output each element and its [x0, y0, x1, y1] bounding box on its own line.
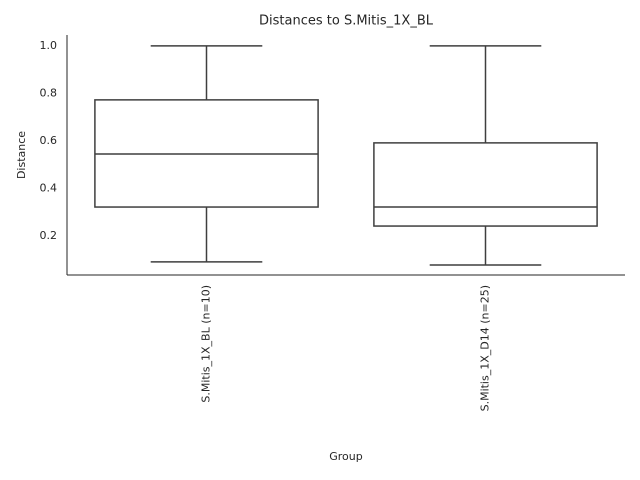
y-axis-label: Distance: [15, 131, 28, 179]
chart-title: Distances to S.Mitis_1X_BL: [259, 14, 434, 29]
y-tick-label: 0.4: [40, 182, 58, 195]
x-axis-label: Group: [329, 450, 363, 463]
box: [373, 142, 598, 227]
y-tick-label: 1.0: [40, 39, 58, 52]
y-tick-label: 0.2: [40, 229, 58, 242]
x-tick-label: S.Mitis_1X_D14 (n=25): [479, 285, 492, 411]
y-tick-label: 0.6: [40, 134, 58, 147]
x-tick-label: S.Mitis_1X_BL (n=10): [200, 285, 213, 403]
y-tick-label: 0.8: [40, 86, 58, 99]
